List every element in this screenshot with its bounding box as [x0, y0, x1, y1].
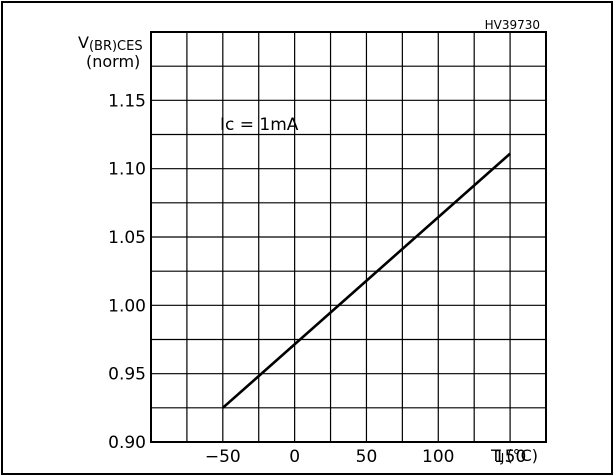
- y-tick-label: 0.95: [108, 365, 146, 385]
- grid: [151, 32, 546, 442]
- figure-reference: HV39730: [485, 18, 540, 32]
- x-tick-label: 100: [422, 447, 454, 467]
- x-axis-label-main: T: [490, 446, 501, 465]
- x-tick-label: 0: [289, 447, 300, 467]
- y-axis-label: V(BR)CES: [78, 33, 143, 54]
- y-tick-label: 1.15: [108, 91, 146, 111]
- annotation-ic: Ic = 1mA: [220, 115, 299, 135]
- y-tick-label: 1.05: [108, 228, 146, 248]
- x-axis-label-sub: J: [500, 451, 505, 465]
- y-tick-label: 1.00: [108, 296, 146, 316]
- y-tick-label: 0.90: [108, 433, 146, 453]
- tick-labels: 0.900.951.001.051.101.15−50 0 50 100 150: [108, 91, 526, 467]
- y-tick-label: 1.10: [108, 160, 146, 180]
- x-axis-label-unit: (°C): [506, 446, 538, 465]
- x-tick-label: 50: [356, 447, 378, 467]
- x-tick-label: −50: [205, 447, 241, 467]
- y-axis-label-main: V: [78, 33, 89, 52]
- y-axis-unit: (norm): [86, 52, 140, 71]
- x-axis-label: TJ (°C): [490, 446, 538, 465]
